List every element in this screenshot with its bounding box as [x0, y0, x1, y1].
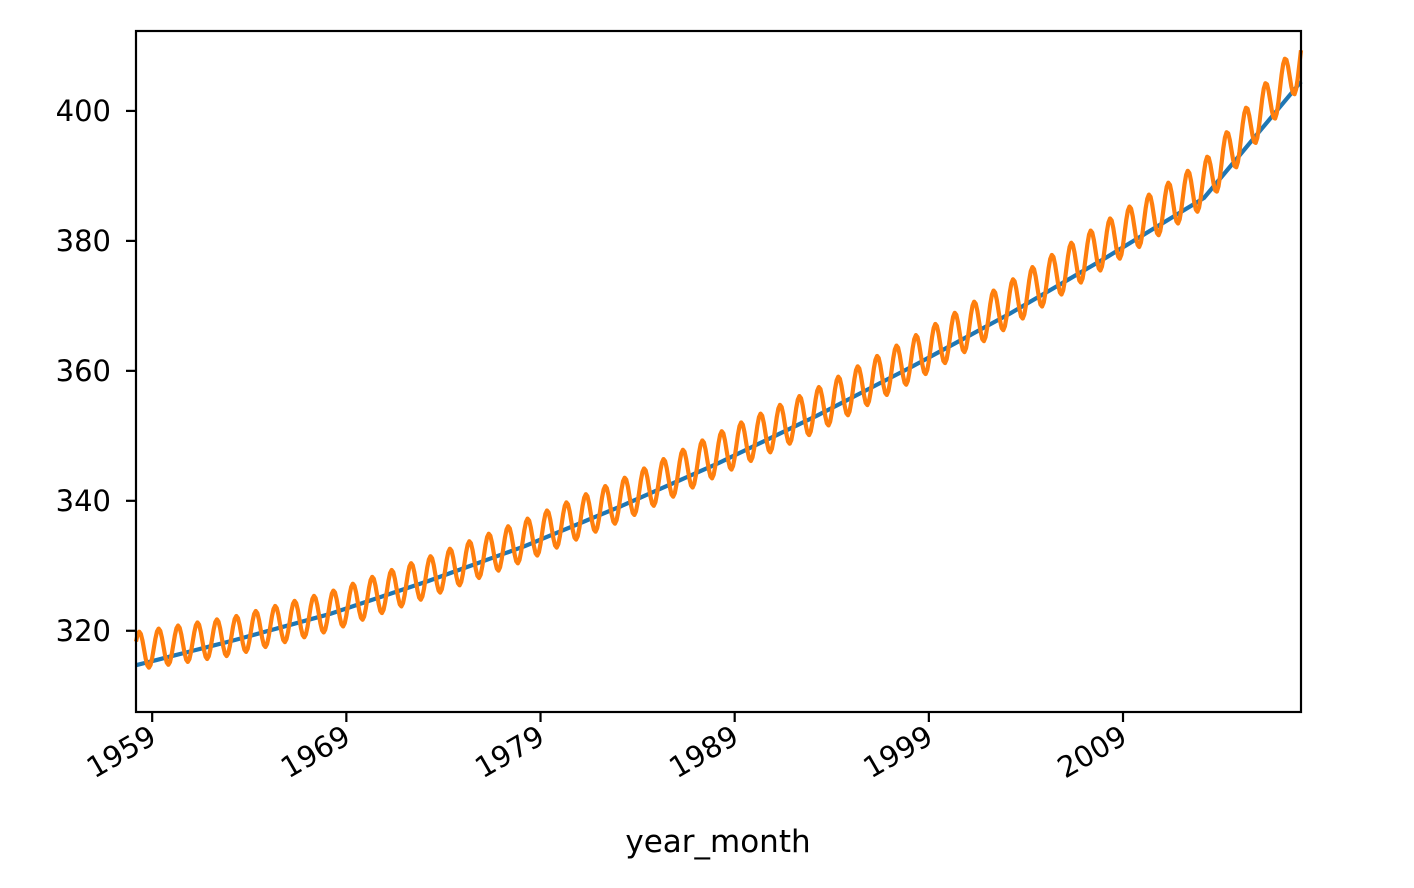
plot-series — [133, 49, 1304, 670]
x-tick-label: 1979 — [469, 719, 550, 785]
y-tick-label: 400 — [56, 94, 111, 128]
series-line-0 — [135, 80, 1303, 668]
y-tick-label: 340 — [56, 484, 111, 518]
series-line-1 — [133, 49, 1304, 670]
y-tick-label: 380 — [56, 224, 111, 258]
y-axis: 320 340 360 380 400 — [56, 94, 136, 648]
plot-frame — [134, 29, 1303, 714]
y-tick-label: 360 — [56, 354, 111, 388]
x-axis: 1959 1969 1979 1989 1999 2009 — [81, 712, 1133, 785]
x-tick-label: 1999 — [857, 719, 938, 785]
x-axis-title: year_month — [625, 824, 810, 860]
x-tick-label: 1969 — [275, 719, 356, 785]
x-tick-label: 1989 — [663, 719, 744, 785]
y-tick-label: 320 — [56, 614, 111, 648]
x-tick-label: 1959 — [81, 719, 162, 785]
x-tick-label: 2009 — [1052, 719, 1133, 785]
